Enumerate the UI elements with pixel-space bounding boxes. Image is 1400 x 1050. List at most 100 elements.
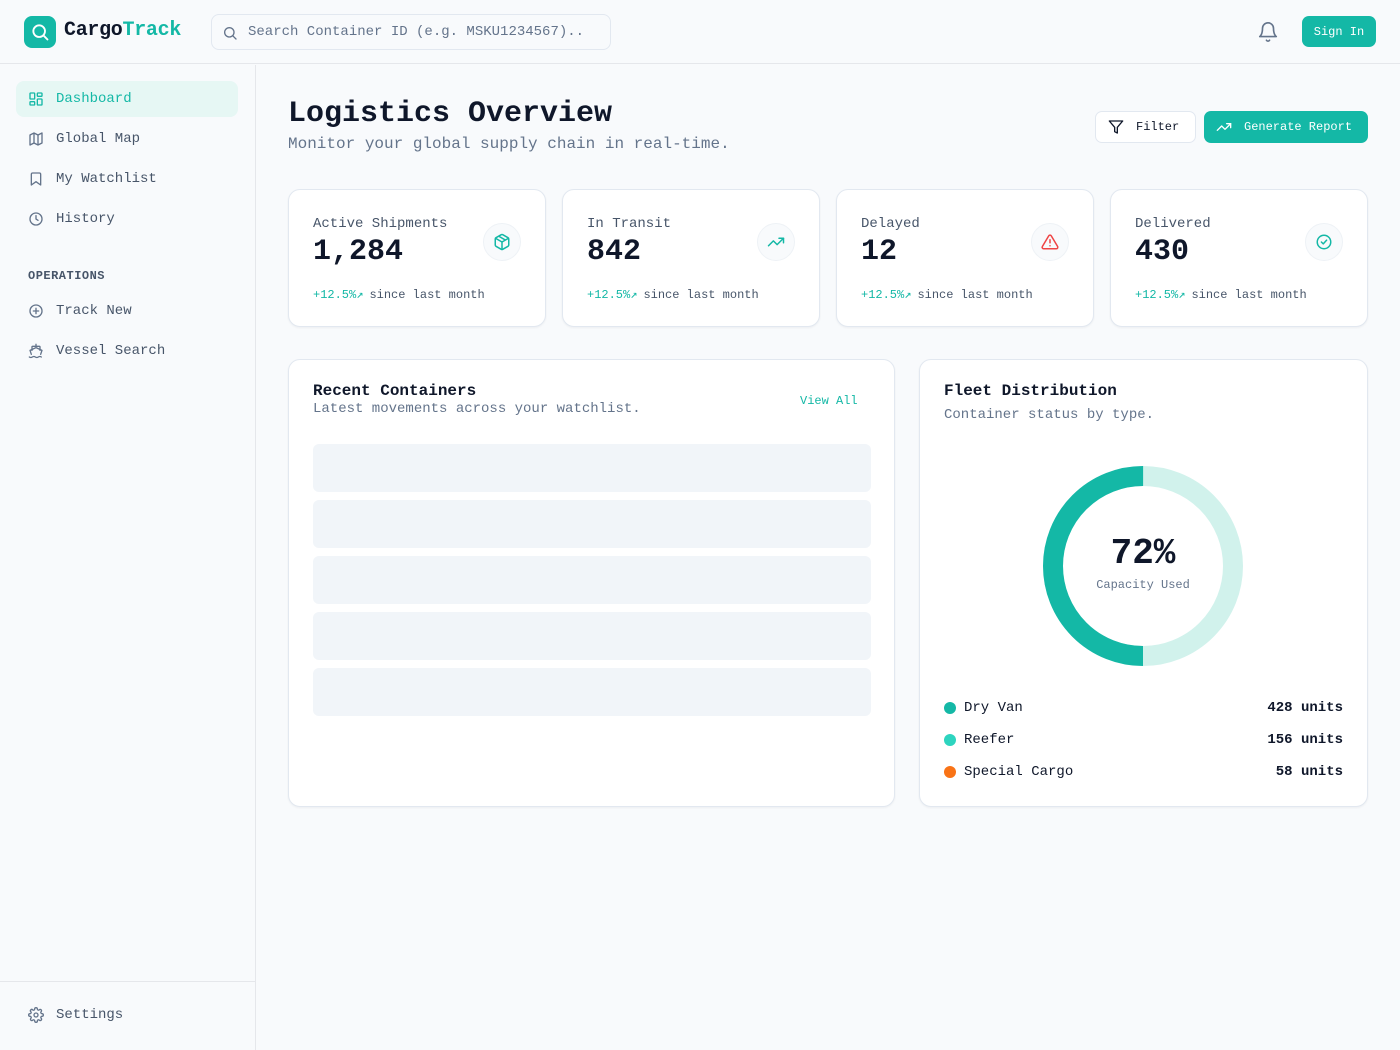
legend-dot: [944, 766, 956, 778]
stat-label: Active Shipments: [313, 216, 448, 232]
skeleton-row: [313, 556, 871, 604]
sidebar-divider: [0, 981, 255, 982]
stat-value: 430: [1135, 235, 1190, 269]
capacity-donut: 72% Capacity Used: [1043, 466, 1243, 666]
sidebar-item-watchlist[interactable]: My Watchlist: [16, 161, 238, 197]
panel-title: Recent Containers: [313, 382, 477, 400]
legend-item-reefer: Reefer 156 units: [944, 730, 1343, 750]
stat-change: +12.5%: [313, 287, 357, 302]
legend-name: Dry Van: [964, 700, 1023, 716]
plus-circle-icon: [28, 303, 44, 319]
legend-name: Special Cargo: [964, 764, 1074, 780]
stat-card-delayed: Delayed 12 +12.5% ↗ since last month: [836, 189, 1094, 327]
brand-part-1: Cargo: [64, 19, 123, 42]
filter-label: Filter: [1136, 120, 1180, 134]
skeleton-row: [313, 612, 871, 660]
generate-report-button[interactable]: Generate Report: [1204, 111, 1368, 143]
search-icon: [222, 25, 238, 41]
page-subtitle: Monitor your global supply chain in real…: [288, 135, 730, 153]
legend-dot: [944, 734, 956, 746]
ship-icon: [28, 343, 44, 359]
stat-trend: +12.5% ↗ since last month: [313, 287, 485, 303]
section-label-operations: OPERATIONS: [28, 269, 106, 283]
donut-center: 72% Capacity Used: [1043, 466, 1243, 666]
stat-card-in-transit: In Transit 842 +12.5% ↗ since last month: [562, 189, 820, 327]
stat-label: In Transit: [587, 216, 672, 232]
top-bar: CargoTrack Sign In: [0, 0, 1400, 64]
stat-since: since last month: [369, 287, 485, 302]
sidebar-item-vessel-search[interactable]: Vessel Search: [16, 333, 238, 369]
sign-in-button[interactable]: Sign In: [1302, 16, 1376, 47]
logo-search-icon[interactable]: [24, 16, 56, 48]
recent-containers-panel: Recent Containers Latest movements acros…: [288, 359, 895, 807]
trending-up-icon: [757, 223, 795, 261]
stat-since: since last month: [1191, 287, 1307, 302]
trending-up-icon: [1216, 119, 1232, 135]
dashboard-icon: [28, 91, 44, 107]
capacity-label: Capacity Used: [1096, 578, 1190, 592]
arrow-up-right-icon: ↗: [630, 288, 638, 302]
sidebar-item-label: Dashboard: [56, 91, 132, 107]
filter-button[interactable]: Filter: [1095, 111, 1196, 143]
page-title: Logistics Overview: [288, 97, 613, 131]
stat-change: +12.5%: [587, 287, 631, 302]
donut-fill: [1043, 466, 1243, 666]
arrow-up-right-icon: ↗: [1178, 288, 1186, 302]
check-circle-icon: [1305, 223, 1343, 261]
legend-value: 58 units: [1275, 764, 1343, 780]
sidebar-item-label: Global Map: [56, 131, 141, 147]
legend-item-special-cargo: Special Cargo 58 units: [944, 762, 1343, 782]
skeleton-row: [313, 444, 871, 492]
stat-card-active-shipments: Active Shipments 1,284 +12.5% ↗ since last…: [288, 189, 546, 327]
sidebar-item-label: Track New: [56, 303, 132, 319]
panel-subtitle: Container status by type.: [944, 407, 1155, 423]
stat-label: Delivered: [1135, 216, 1211, 232]
fleet-distribution-panel: Fleet Distribution Container status by t…: [919, 359, 1368, 807]
stat-value: 842: [587, 235, 642, 269]
panel-title: Fleet Distribution: [944, 382, 1117, 400]
sidebar-item-global-map[interactable]: Global Map: [16, 121, 238, 157]
panel-subtitle: Latest movements across your watchlist.: [313, 401, 641, 417]
sidebar-item-track-new[interactable]: Track New: [16, 293, 238, 329]
package-icon: [483, 223, 521, 261]
generate-report-label: Generate Report: [1244, 120, 1353, 134]
stat-trend: +12.5% ↗ since last month: [587, 287, 759, 303]
sidebar-item-settings[interactable]: Settings: [16, 997, 238, 1033]
legend-value: 156 units: [1267, 732, 1343, 748]
capacity-percent: 72%: [1110, 533, 1176, 574]
arrow-up-right-icon: ↗: [356, 288, 364, 302]
sidebar-item-dashboard[interactable]: Dashboard: [16, 81, 238, 117]
sidebar-item-label: Settings: [56, 1007, 124, 1023]
map-icon: [28, 131, 44, 147]
stat-since: since last month: [643, 287, 759, 302]
legend-name: Reefer: [964, 732, 1015, 748]
search-box[interactable]: [211, 14, 611, 50]
stat-value: 12: [861, 235, 898, 269]
legend-value: 428 units: [1267, 700, 1343, 716]
sidebar-item-label: My Watchlist: [56, 171, 157, 187]
stat-label: Delayed: [861, 216, 920, 232]
sidebar-item-label: History: [56, 211, 115, 227]
view-all-link[interactable]: View All: [800, 394, 858, 408]
stat-trend: +12.5% ↗ since last month: [1135, 287, 1307, 303]
stat-since: since last month: [917, 287, 1033, 302]
search-input[interactable]: [248, 15, 604, 49]
skeleton-row: [313, 668, 871, 716]
alert-triangle-icon: [1031, 223, 1069, 261]
sidebar: Dashboard Global Map My Watchlist Histor…: [0, 65, 256, 1050]
legend-dot: [944, 702, 956, 714]
brand-part-2: Track: [122, 19, 182, 42]
sidebar-item-label: Vessel Search: [56, 343, 166, 359]
skeleton-row: [313, 500, 871, 548]
sidebar-item-history[interactable]: History: [16, 201, 238, 237]
arrow-up-right-icon: ↗: [904, 288, 912, 302]
stat-change: +12.5%: [1135, 287, 1179, 302]
clock-icon: [28, 211, 44, 227]
bell-icon[interactable]: [1257, 21, 1279, 43]
legend-item-dry-van: Dry Van 428 units: [944, 698, 1343, 718]
filter-icon: [1108, 119, 1124, 135]
stat-trend: +12.5% ↗ since last month: [861, 287, 1033, 303]
brand-name[interactable]: CargoTrack: [64, 19, 181, 43]
stat-value: 1,284: [313, 235, 404, 269]
bookmark-icon: [28, 171, 44, 187]
